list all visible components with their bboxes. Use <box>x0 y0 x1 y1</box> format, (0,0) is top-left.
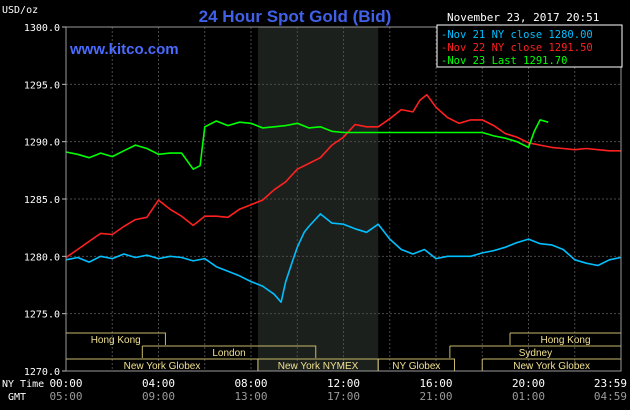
x-tick-label-ny: 08:00 <box>234 377 267 390</box>
legend-entry-3: -Nov 23 Last 1291.70 <box>441 55 567 67</box>
x-tick-label-ny: 12:00 <box>327 377 360 390</box>
legend-entry-2: -Nov 22 NY close 1291.50 <box>441 42 593 54</box>
price-series <box>65 93 621 304</box>
session-label: Sydney <box>519 348 552 359</box>
x-tick-label-gmt: 21:00 <box>419 390 452 403</box>
x-tick-label-gmt: 17:00 <box>327 390 360 403</box>
y-tick-label: 1300.0 <box>24 23 60 34</box>
x-tick-label-gmt: 09:00 <box>142 390 175 403</box>
session-label: Hong Kong <box>91 335 141 346</box>
session-label: NY Globex <box>392 361 440 372</box>
y-tick-label: 1280.0 <box>24 252 60 263</box>
watermark-url: www.kitco.com <box>69 41 179 58</box>
chart-datetime: November 23, 2017 20:51 <box>447 11 599 24</box>
y-tick-label: 1275.0 <box>24 310 60 321</box>
axes: 1300.0 1295.0 1290.0 1285.0 1280.0 1275.0 1270… <box>24 23 627 403</box>
x-tick-label-gmt: 13:00 <box>234 390 267 403</box>
session-label: Hong Kong <box>540 335 590 346</box>
y-tick-label: 1290.0 <box>24 138 60 149</box>
x-tick-label-ny: 23:59 <box>594 377 627 390</box>
y-axis-label: USD/oz <box>2 5 38 16</box>
legend-entry-1: -Nov 21 NY close 1280.00 <box>441 29 593 41</box>
x-tick-label-gmt: 01:00 <box>512 390 545 403</box>
x-axis-label-gmt: GMT <box>8 392 26 403</box>
session-bar <box>141 345 317 358</box>
session-label: New York Globex <box>124 361 201 372</box>
series-line-3 <box>65 119 549 170</box>
y-tick-label: 1295.0 <box>24 80 60 91</box>
series-line-2 <box>65 93 621 259</box>
x-tick-label-ny: 16:00 <box>419 377 452 390</box>
chart-title: 24 Hour Spot Gold (Bid) <box>199 7 392 26</box>
legend-box <box>436 24 623 68</box>
x-tick-label-ny: 00:00 <box>49 377 82 390</box>
x-axis-label-ny: NY Time <box>2 379 44 390</box>
x-tick-label-ny: 20:00 <box>512 377 545 390</box>
session-label: New York NYMEX <box>278 361 359 372</box>
y-tick-label: 1270.0 <box>24 367 60 378</box>
x-tick-label-ny: 04:00 <box>142 377 175 390</box>
legend: -Nov 21 NY close 1280.00-Nov 22 NY close… <box>436 24 623 68</box>
series-line-1 <box>65 213 621 304</box>
x-tick-label-gmt: 04:59 <box>594 390 627 403</box>
y-tick-label: 1285.0 <box>24 195 60 206</box>
session-bar <box>377 358 455 371</box>
session-label: New York Globex <box>513 361 590 372</box>
session-label: London <box>212 348 245 359</box>
x-tick-label-gmt: 05:00 <box>49 390 82 403</box>
